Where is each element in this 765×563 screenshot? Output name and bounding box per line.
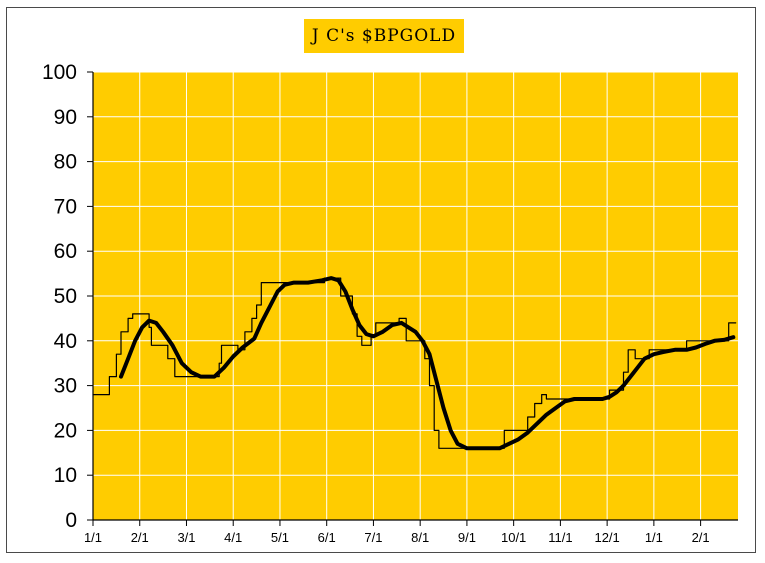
- x-tick-label: 4/1: [224, 530, 242, 545]
- x-tick-label: 2/1: [131, 530, 149, 545]
- y-tick-label: 100: [42, 61, 77, 84]
- y-tick-label: 90: [54, 106, 77, 129]
- y-tick-label: 40: [54, 330, 77, 353]
- y-tick-label: 30: [54, 375, 77, 398]
- x-tick-label: 12/1: [594, 530, 619, 545]
- x-tick-label: 9/1: [458, 530, 476, 545]
- x-tick-label: 8/1: [411, 530, 429, 545]
- y-tick-label: 20: [54, 419, 77, 442]
- x-tick-label: 1/1: [84, 530, 102, 545]
- x-tick-label: 5/1: [271, 530, 289, 545]
- x-tick-label: 3/1: [177, 530, 195, 545]
- x-tick-label: 10/1: [501, 530, 526, 545]
- series-group: [92, 276, 737, 451]
- chart-title: J C's $BPGOLD: [304, 19, 464, 53]
- grid-lines: [93, 71, 738, 520]
- x-tick-label: 7/1: [364, 530, 382, 545]
- y-tick-label: 10: [54, 464, 77, 487]
- y-tick-label: 0: [65, 509, 77, 532]
- y-tick-label: 70: [54, 195, 77, 218]
- y-axis-ticks: 0 10 20 30 40 50 60 70 80 90 100: [42, 61, 93, 532]
- x-axis-ticks: 1/1 2/1 3/1 4/1 5/1 6/1 7/1 8/1 9/1 10/1 11/1 12/1 1…: [84, 520, 710, 545]
- x-tick-label: 6/1: [318, 530, 336, 545]
- x-tick-label: 2/1: [692, 530, 710, 545]
- x-tick-label: 1/1: [645, 530, 663, 545]
- smoothed-series-line: [119, 276, 736, 451]
- y-tick-label: 60: [54, 240, 77, 263]
- x-tick-label: 11/1: [548, 530, 572, 545]
- y-tick-label: 50: [54, 285, 77, 308]
- y-tick-label: 80: [54, 151, 77, 174]
